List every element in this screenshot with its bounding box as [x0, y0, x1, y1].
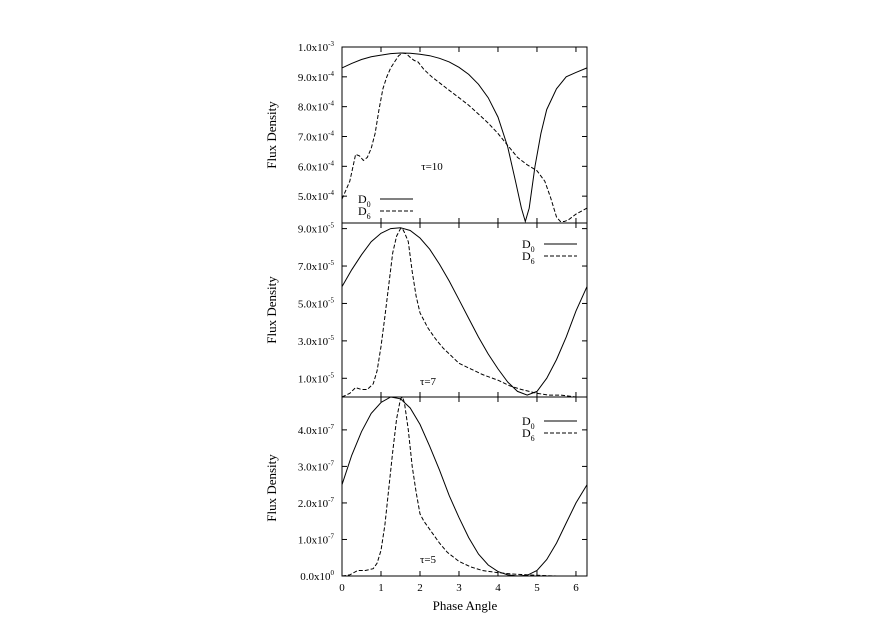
legend-label-d6: D6	[358, 204, 371, 221]
series-line-d6	[341, 396, 587, 577]
y-tick-mantissa: 1.0x10	[298, 534, 329, 546]
series-line-d0	[341, 227, 588, 396]
y-tick-exponent: -5	[328, 371, 334, 379]
legend-label-d0: D0	[358, 192, 371, 209]
y-tick-label: 3.0x10-7	[298, 459, 335, 473]
legend-main: D	[522, 414, 531, 428]
panel-2: 1.0x10-53.0x10-55.0x10-57.0x10-59.0x10-5…	[264, 222, 588, 398]
x-tick-label: 0	[339, 582, 345, 594]
series-line-d0	[341, 396, 588, 577]
legend-subscript: 0	[531, 422, 535, 431]
y-tick-exponent: -5	[328, 222, 334, 230]
y-tick-exponent: -3	[328, 40, 334, 48]
y-tick-mantissa: 4.0x10	[298, 425, 329, 437]
tau-annotation: τ=10	[421, 161, 443, 173]
y-axis-label: Flux Density	[264, 454, 279, 522]
y-tick-mantissa: 1.0x10	[298, 42, 329, 54]
series-line-d0	[341, 52, 588, 224]
y-tick-label: 5.0x10-4	[298, 189, 335, 203]
y-tick-mantissa: 9.0x10	[298, 224, 329, 236]
y-tick-exponent: -4	[328, 129, 334, 137]
y-tick-mantissa: 5.0x10	[298, 191, 329, 203]
series-line-d6	[341, 228, 587, 398]
y-tick-mantissa: 8.0x10	[298, 102, 329, 114]
y-tick-label: 2.0x10-7	[298, 496, 335, 510]
legend-main: D	[522, 249, 531, 263]
legend-label-d0: D0	[522, 237, 535, 254]
y-tick-exponent: 0	[331, 569, 335, 577]
x-tick-label: 6	[573, 582, 579, 594]
y-tick-mantissa: 0.0x10	[300, 571, 331, 583]
legend-main: D	[522, 426, 531, 440]
y-tick-exponent: -5	[328, 259, 334, 267]
y-tick-mantissa: 1.0x10	[298, 373, 329, 385]
x-tick-label: 3	[456, 582, 462, 594]
panel-1: 5.0x10-46.0x10-47.0x10-48.0x10-49.0x10-4…	[264, 40, 588, 224]
y-tick-exponent: -7	[328, 532, 334, 540]
legend-subscript: 6	[531, 434, 535, 443]
y-tick-exponent: -4	[328, 70, 334, 78]
y-tick-label: 8.0x10-4	[298, 100, 335, 114]
y-tick-exponent: -5	[328, 334, 334, 342]
legend-label-d0: D0	[522, 414, 535, 431]
y-tick-mantissa: 3.0x10	[298, 461, 329, 473]
legend-label-d6: D6	[522, 249, 535, 266]
tau-annotation: τ=7	[420, 376, 437, 388]
legend-subscript: 6	[367, 212, 371, 221]
x-tick-label: 4	[495, 582, 501, 594]
y-tick-label: 9.0x10-5	[298, 222, 335, 236]
y-axis-label: Flux Density	[264, 276, 279, 344]
legend-subscript: 6	[531, 257, 535, 266]
panel-frame	[341, 396, 588, 577]
x-tick-label: 5	[534, 582, 540, 594]
y-tick-exponent: -4	[328, 100, 334, 108]
y-tick-mantissa: 9.0x10	[298, 72, 329, 84]
y-tick-label: 1.0x10-7	[298, 532, 335, 546]
y-tick-label: 0.0x100	[300, 569, 334, 583]
plot-area: 5.0x10-46.0x10-47.0x10-48.0x10-49.0x10-4…	[264, 40, 588, 594]
y-tick-label: 6.0x10-4	[298, 159, 335, 173]
x-tick-label: 2	[417, 582, 423, 594]
legend-main: D	[358, 204, 367, 218]
y-tick-label: 5.0x10-5	[298, 296, 335, 310]
y-tick-exponent: -7	[328, 459, 334, 467]
y-tick-label: 1.0x10-3	[298, 40, 335, 54]
y-tick-label: 1.0x10-5	[298, 371, 335, 385]
y-tick-label: 7.0x10-4	[298, 129, 335, 143]
y-axis-label: Flux Density	[264, 101, 279, 169]
y-tick-exponent: -7	[328, 423, 334, 431]
legend-main: D	[522, 237, 531, 251]
y-tick-mantissa: 7.0x10	[298, 261, 329, 273]
y-tick-label: 3.0x10-5	[298, 334, 335, 348]
y-tick-exponent: -5	[328, 296, 334, 304]
legend-main: D	[358, 192, 367, 206]
y-tick-mantissa: 3.0x10	[298, 336, 329, 348]
legend-subscript: 0	[531, 245, 535, 254]
y-tick-exponent: -7	[328, 496, 334, 504]
x-axis-label: Phase Angle	[433, 598, 498, 613]
tau-annotation: τ=5	[420, 554, 437, 566]
legend-label-d6: D6	[522, 426, 535, 443]
x-tick-label: 1	[378, 582, 384, 594]
y-tick-mantissa: 7.0x10	[298, 131, 329, 143]
y-tick-label: 7.0x10-5	[298, 259, 335, 273]
y-tick-label: 4.0x10-7	[298, 423, 335, 437]
y-tick-exponent: -4	[328, 189, 334, 197]
y-tick-mantissa: 2.0x10	[298, 498, 329, 510]
legend-subscript: 0	[367, 200, 371, 209]
series-line-d6	[341, 52, 588, 222]
y-tick-mantissa: 6.0x10	[298, 161, 329, 173]
y-tick-mantissa: 5.0x10	[298, 298, 329, 310]
panel-3: 0.0x1001.0x10-72.0x10-73.0x10-74.0x10-70…	[264, 396, 588, 594]
y-tick-label: 9.0x10-4	[298, 70, 335, 84]
y-tick-exponent: -4	[328, 159, 334, 167]
